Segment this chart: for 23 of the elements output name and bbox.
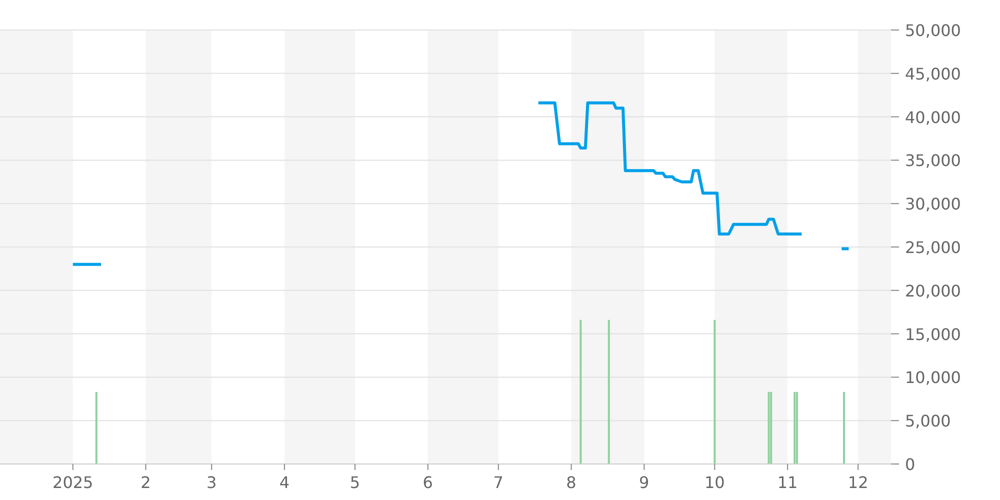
y-tick-label: 50,000 bbox=[905, 21, 961, 40]
y-tick-label: 0 bbox=[905, 455, 916, 474]
x-tick-label: 8 bbox=[566, 473, 576, 492]
y-tick-label: 10,000 bbox=[905, 368, 961, 388]
x-tick-label: 4 bbox=[279, 473, 290, 492]
x-tick-label: 3 bbox=[206, 473, 217, 492]
y-tick-label: 30,000 bbox=[905, 194, 961, 214]
x-tick-label: 10 bbox=[704, 473, 725, 492]
y-tick-label: 5,000 bbox=[905, 412, 951, 431]
y-tick-label: 20,000 bbox=[905, 281, 961, 300]
y-tick-label: 45,000 bbox=[905, 64, 961, 84]
x-tick-label: 11 bbox=[777, 473, 798, 492]
x-tick-label: 9 bbox=[639, 473, 650, 492]
x-tick-label: 12 bbox=[848, 473, 868, 492]
x-tick-label: 7 bbox=[493, 473, 504, 492]
y-tick-label: 15,000 bbox=[905, 324, 961, 344]
x-tick-label: 6 bbox=[422, 473, 433, 492]
y-tick-label: 40,000 bbox=[905, 108, 961, 127]
x-tick-label: 2025 bbox=[52, 473, 94, 492]
x-tick-label: 2 bbox=[140, 473, 151, 492]
x-tick-label: 5 bbox=[350, 473, 360, 492]
y-tick-label: 25,000 bbox=[905, 238, 961, 257]
y-tick-label: 35,000 bbox=[905, 151, 961, 170]
